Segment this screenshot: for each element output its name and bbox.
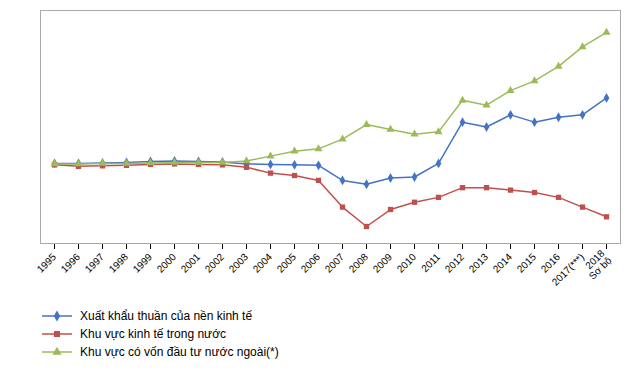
svg-text:2011: 2011 (419, 251, 442, 274)
svg-text:2007: 2007 (323, 251, 347, 275)
html-text:Khu vực có vốn đầu tư nước ngo: Khu vực có vốn đầu tư nước ngoài(*) (80, 345, 279, 359)
svg-text:2009: 2009 (371, 251, 395, 275)
svg-text:2004: 2004 (251, 251, 275, 275)
svg-text:2006: 2006 (299, 251, 323, 275)
svg-text:2015: 2015 (515, 251, 539, 275)
html-text:Xuất khẩu thuần của nền kinh t: Xuất khẩu thuần của nền kinh tế (80, 309, 253, 323)
svg-text:2005: 2005 (275, 251, 299, 275)
svg-text:1998: 1998 (107, 251, 131, 275)
svg-text:2016: 2016 (538, 251, 563, 275)
svg-text:2002: 2002 (203, 251, 227, 275)
svg-text:1995: 1995 (35, 251, 59, 275)
svg-text:1999: 1999 (131, 251, 155, 275)
svg-text:1997: 1997 (83, 251, 107, 275)
svg-text:1996: 1996 (59, 251, 83, 275)
svg-text:2018Sơ bộ: 2018Sơ bộ (580, 247, 614, 281)
html-text:Khu vực kinh tế trong nước: Khu vực kinh tế trong nước (80, 327, 226, 341)
svg-text:2003: 2003 (227, 251, 251, 275)
svg-text:2012: 2012 (443, 251, 467, 275)
svg-text:2001: 2001 (179, 251, 203, 275)
svg-text:2013: 2013 (467, 251, 491, 275)
svg-text:2008: 2008 (347, 251, 371, 275)
svg-text:2017(***): 2017(***) (550, 251, 586, 287)
svg-text:2014: 2014 (491, 251, 515, 275)
svg-text:2010: 2010 (395, 251, 419, 275)
svg-text:2000: 2000 (155, 251, 179, 275)
